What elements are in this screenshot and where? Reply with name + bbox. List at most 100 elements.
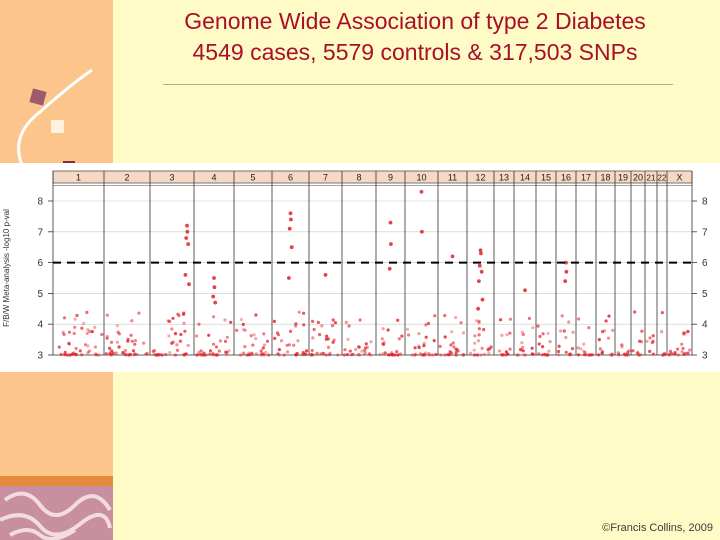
snp-point <box>57 345 61 349</box>
snp-peak-point-chr4 <box>212 276 216 280</box>
snp-point <box>477 327 481 331</box>
y-tick-label-right: 8 <box>702 197 708 208</box>
snp-point <box>479 353 483 357</box>
slide-title: Genome Wide Association of type 2 Diabet… <box>125 6 705 68</box>
copyright-credit: ©Francis Collins, 2009 <box>602 522 713 534</box>
chromosome-label-19: 19 <box>618 173 628 183</box>
snp-point <box>451 341 455 345</box>
snp-point <box>610 353 614 357</box>
snp-point <box>424 335 428 339</box>
snp-point <box>235 328 239 332</box>
snp-point <box>59 352 63 357</box>
snp-point <box>462 353 466 357</box>
snp-point <box>400 334 404 338</box>
snp-peak-point-chr6 <box>289 245 294 250</box>
snp-point <box>358 318 362 322</box>
snp-point <box>520 330 525 334</box>
snp-point <box>346 337 350 341</box>
snp-point <box>364 342 368 346</box>
snp-peak-point-chr12 <box>479 269 484 274</box>
snp-point <box>135 352 139 357</box>
snp-point <box>625 353 629 357</box>
snp-point <box>86 328 90 332</box>
snp-point <box>259 349 263 353</box>
snp-point <box>315 351 319 355</box>
snp-point <box>651 334 655 338</box>
title-divider <box>163 84 673 85</box>
snp-point <box>523 353 528 357</box>
snp-point <box>249 334 253 338</box>
snp-point <box>617 353 621 357</box>
snp-point <box>360 349 364 353</box>
snp-point <box>620 343 624 347</box>
snp-point <box>410 353 414 357</box>
snp-point <box>454 315 458 320</box>
snp-point <box>600 330 605 334</box>
snp-point <box>417 332 421 336</box>
snp-point <box>439 353 443 357</box>
snp-point <box>243 345 247 349</box>
snp-point <box>305 349 309 353</box>
snp-point <box>279 339 284 343</box>
snp-point <box>382 342 386 346</box>
snp-point <box>224 350 228 354</box>
snp-point <box>686 351 690 355</box>
snp-point <box>504 350 508 354</box>
snp-peak-point-chr10 <box>420 229 424 234</box>
snp-point <box>87 349 91 353</box>
snp-point <box>508 331 512 335</box>
y-tick-label-left: 5 <box>37 289 43 300</box>
snp-point <box>318 333 322 337</box>
snp-point <box>261 346 265 350</box>
y-tick-label-left: 8 <box>37 197 43 208</box>
snp-peak-point-chr9 <box>388 220 393 225</box>
snp-point <box>611 328 615 332</box>
chromosome-label-14: 14 <box>520 173 530 183</box>
snp-point <box>316 320 320 324</box>
snp-point <box>242 351 246 355</box>
snp-point <box>639 353 643 357</box>
snp-point <box>378 352 382 356</box>
snp-point <box>682 332 686 336</box>
snp-point <box>133 339 138 343</box>
snp-point <box>86 344 90 348</box>
snp-point <box>482 328 486 332</box>
snp-point <box>386 328 390 332</box>
snp-point <box>121 351 125 355</box>
snp-point <box>667 352 672 356</box>
snp-point <box>640 329 644 333</box>
snp-point <box>498 349 502 353</box>
snp-point <box>477 333 481 337</box>
snp-point <box>531 326 535 330</box>
snp-peak-point-chr6 <box>287 276 291 280</box>
snp-point <box>108 352 112 356</box>
snp-point <box>367 352 371 356</box>
snp-point <box>288 329 293 333</box>
snp-point <box>538 334 542 339</box>
snp-point <box>105 313 109 317</box>
snp-point <box>67 341 71 345</box>
snp-point <box>151 349 155 353</box>
snp-point <box>117 345 121 349</box>
snp-point <box>208 352 212 356</box>
snp-point <box>475 319 479 323</box>
snp-point <box>168 319 172 323</box>
snp-point <box>681 346 685 351</box>
snp-point <box>197 322 201 326</box>
title-line-2: 4549 cases, 5579 controls & 317,503 SNPs <box>192 39 638 65</box>
snp-point <box>75 313 79 318</box>
snp-point <box>345 353 349 357</box>
snp-point <box>254 336 258 341</box>
snp-point <box>80 353 84 357</box>
snp-point <box>667 353 672 357</box>
snp-point <box>600 350 605 354</box>
snp-point <box>363 351 367 355</box>
snp-point <box>560 314 564 318</box>
snp-point <box>93 325 97 329</box>
snp-point <box>309 353 313 357</box>
snp-point <box>610 352 614 356</box>
snp-point <box>570 347 575 351</box>
snp-point <box>128 352 132 357</box>
snp-point <box>292 343 296 347</box>
snp-point <box>537 352 541 356</box>
